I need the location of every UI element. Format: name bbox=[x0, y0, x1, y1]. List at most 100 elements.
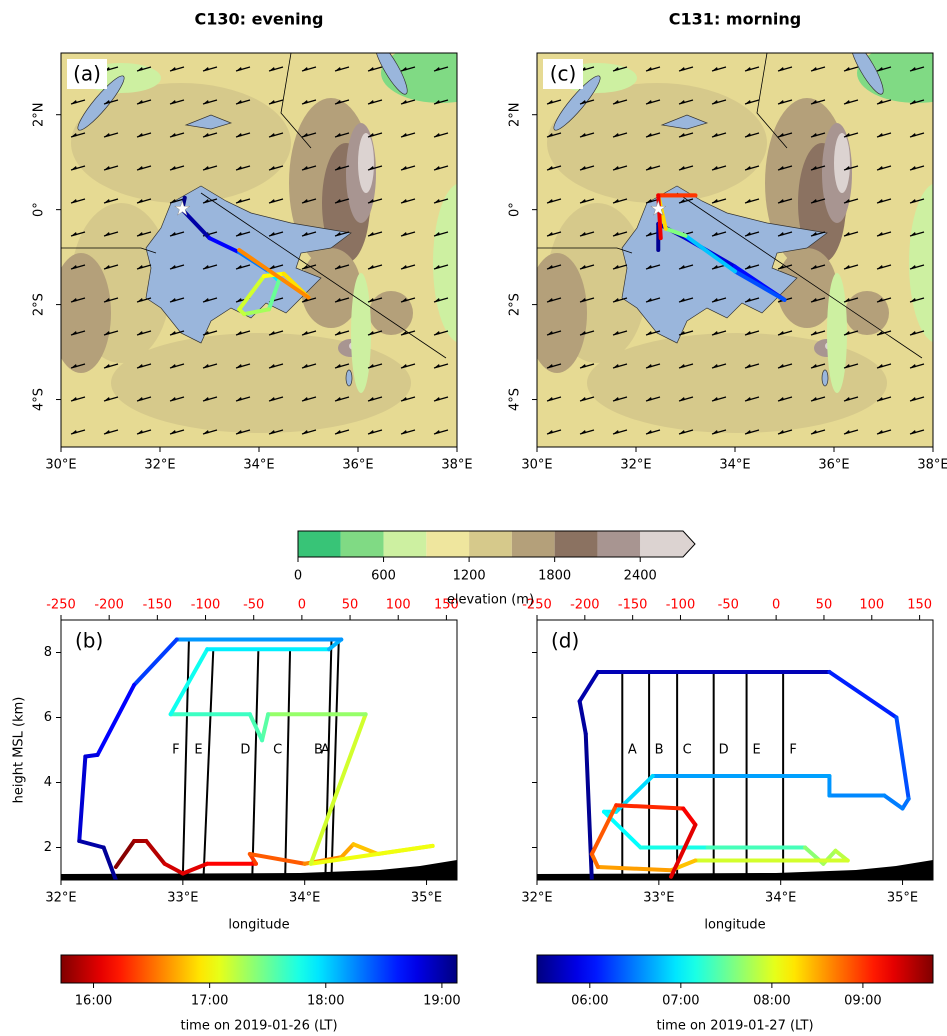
flight-track-segment bbox=[77, 754, 88, 843]
dropsonde bbox=[251, 649, 260, 877]
x2-tick-label: 100 bbox=[859, 598, 884, 613]
dropsonde-label: A bbox=[628, 743, 637, 758]
flight-track-segment bbox=[589, 803, 619, 856]
flight-track-segment bbox=[669, 822, 698, 879]
panel-label: (a) bbox=[73, 62, 101, 86]
x-tick-label: 35°E bbox=[887, 891, 918, 906]
dropsonde-label: D bbox=[719, 743, 729, 758]
flight-track-segment bbox=[351, 842, 380, 856]
flight-track-segment bbox=[207, 236, 242, 255]
dropsonde-label: B bbox=[655, 743, 664, 758]
flight-track-segment bbox=[577, 670, 600, 704]
flight-track-segment bbox=[308, 843, 435, 866]
y-tick-label: 2°N bbox=[508, 102, 523, 127]
y-tick-label: 8 bbox=[44, 645, 52, 660]
flight-track-segment bbox=[101, 845, 118, 880]
flight-track-segment bbox=[237, 274, 266, 312]
x2-tick-label: -200 bbox=[570, 598, 600, 613]
flight-track-segment bbox=[663, 226, 688, 238]
x2-tick-label: -250 bbox=[522, 598, 552, 613]
colorbar-tick-label: 0 bbox=[294, 569, 302, 584]
dropsonde-label: F bbox=[172, 743, 179, 758]
elevation-bin bbox=[426, 531, 470, 557]
panel-title: C131: morning bbox=[669, 10, 801, 29]
flight-track-segment bbox=[577, 699, 588, 736]
x-axis-label: longitude bbox=[704, 918, 765, 933]
colorbar-label: time on 2019-01-26 (LT) bbox=[180, 1019, 337, 1034]
x-tick-label: 32°E bbox=[521, 891, 552, 906]
flight-track-segment bbox=[83, 752, 100, 759]
colorbar-tick-label: 600 bbox=[371, 569, 396, 584]
colorbar-label: elevation (m) bbox=[447, 593, 534, 608]
dropsonde-label: F bbox=[789, 743, 796, 758]
flight-track-segment bbox=[308, 712, 368, 866]
x2-tick-label: 100 bbox=[386, 598, 411, 613]
panel-label-box bbox=[543, 59, 583, 89]
colorbar-label: time on 2019-01-27 (LT) bbox=[656, 1019, 813, 1034]
site-marker bbox=[173, 199, 191, 216]
flight-track-segment bbox=[894, 715, 911, 801]
y-tick-label: 0° bbox=[508, 202, 523, 217]
flight-track-segment bbox=[242, 307, 271, 317]
flight-track-segment bbox=[339, 842, 356, 860]
flight-track-segment bbox=[733, 269, 787, 302]
flight-track-segment bbox=[247, 852, 307, 866]
panel-label: (c) bbox=[550, 62, 577, 86]
x-tick-label: 32°E bbox=[144, 458, 175, 473]
dropsonde bbox=[181, 639, 190, 877]
colorbar-tick-label: 07:00 bbox=[662, 994, 699, 1009]
x-axis-label: longitude bbox=[228, 918, 289, 933]
terrain bbox=[61, 53, 457, 447]
x-tick-label: 33°E bbox=[643, 891, 674, 906]
flight-track-segment bbox=[162, 861, 185, 876]
elevation-bin bbox=[383, 531, 427, 557]
x2-tick-label: 150 bbox=[434, 598, 459, 613]
terrain bbox=[537, 53, 933, 447]
flight-track-segment bbox=[681, 806, 698, 827]
y-tick-label: 2°S bbox=[508, 293, 523, 316]
flight-track-segment bbox=[882, 793, 905, 811]
flight-track-segment bbox=[247, 712, 265, 743]
y-tick-label: 4°S bbox=[32, 388, 47, 411]
x-tick-label: 36°E bbox=[342, 458, 373, 473]
y-tick-label: 0° bbox=[32, 202, 47, 217]
colorbar-tick-label: 1800 bbox=[538, 569, 571, 584]
x-tick-label: 35°E bbox=[411, 891, 442, 906]
y-tick-label: 6 bbox=[44, 710, 52, 725]
dropsonde-label: E bbox=[752, 743, 760, 758]
elevation-bin bbox=[511, 531, 555, 557]
x2-tick-label: -100 bbox=[666, 598, 696, 613]
dropsonde-label: C bbox=[273, 743, 282, 758]
y-tick-label: 4°S bbox=[508, 388, 523, 411]
x2-tick-label: 0 bbox=[772, 598, 780, 613]
panel-label: (b) bbox=[75, 629, 103, 653]
flight-track-segment bbox=[113, 839, 137, 869]
colorbar-tick-label: 2400 bbox=[624, 569, 657, 584]
elevation-bin bbox=[298, 531, 341, 557]
x2-tick-label: -200 bbox=[94, 598, 124, 613]
y-tick-label: 2 bbox=[44, 840, 52, 855]
flight-track-segment bbox=[180, 861, 210, 876]
x2-tick-label: 50 bbox=[816, 598, 833, 613]
flight-track-segment bbox=[95, 683, 137, 757]
ground bbox=[537, 860, 933, 880]
x-tick-label: 30°E bbox=[521, 458, 552, 473]
flight-track-segment bbox=[583, 731, 594, 880]
flight-track-segment bbox=[260, 712, 271, 743]
dropsonde-label: B bbox=[314, 743, 323, 758]
x2-tick-label: -100 bbox=[191, 598, 221, 613]
flight-track-segment bbox=[266, 278, 281, 312]
x-tick-label: 34°E bbox=[243, 458, 274, 473]
colorbar-tick-label: 18:00 bbox=[307, 994, 344, 1009]
x-tick-label: 33°E bbox=[167, 891, 198, 906]
elevation-bin bbox=[554, 531, 598, 557]
x-tick-label: 32°E bbox=[45, 891, 76, 906]
map bbox=[537, 53, 933, 447]
dropsonde bbox=[324, 639, 333, 877]
ground bbox=[61, 860, 457, 880]
flight-track-segment bbox=[614, 803, 686, 811]
x2-tick-label: -150 bbox=[143, 598, 173, 613]
elevation-bin bbox=[597, 531, 641, 557]
colorbar-tick-label: 19:00 bbox=[423, 994, 460, 1009]
x2-tick-label: 150 bbox=[907, 598, 932, 613]
